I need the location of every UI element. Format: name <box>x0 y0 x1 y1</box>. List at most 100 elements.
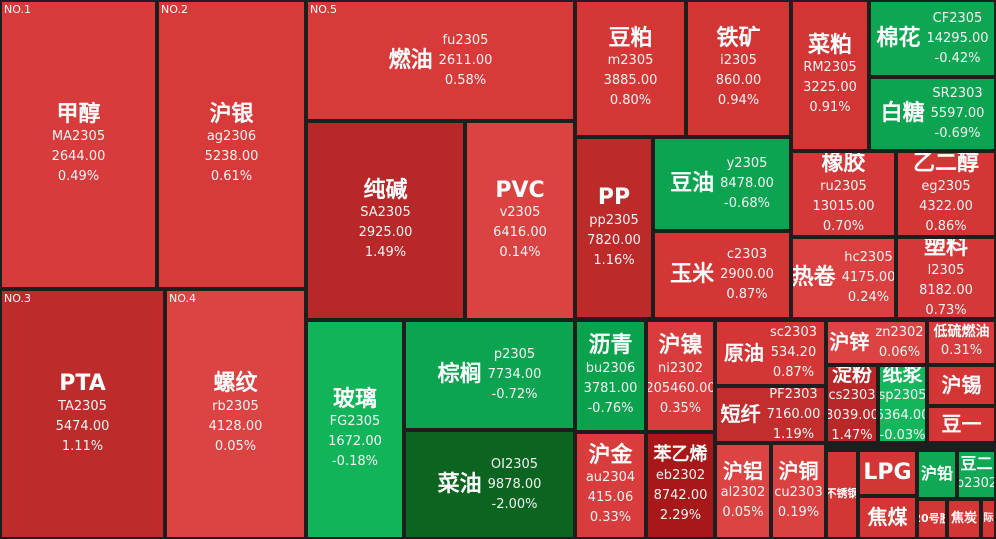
name: 甲醇 <box>56 101 101 127</box>
code: ni2302 <box>658 360 703 376</box>
change: 0.91% <box>809 100 851 116</box>
details: OI2305 9878.00 -2.00% <box>488 455 542 515</box>
code: c2303 <box>726 247 768 262</box>
name: 玉米 <box>670 262 715 288</box>
code: ru2305 <box>820 178 867 194</box>
tile: 白糖 SR2303 5597.00 -0.69% <box>871 79 994 149</box>
change: 0.31% <box>940 342 983 358</box>
name: 沪锌 <box>829 330 870 354</box>
price: 3885.00 <box>603 73 658 89</box>
details: ag2306 5238.00 0.61% <box>205 127 259 187</box>
code: pp2305 <box>589 212 639 228</box>
details: ni2302 205460.00 0.35% <box>648 359 713 419</box>
tile: 低硫燃油 0.31% <box>929 322 994 363</box>
price: 205460.00 <box>648 380 713 396</box>
code: eb2302 <box>655 467 706 483</box>
name: PTA <box>59 371 106 397</box>
code: v2305 <box>499 205 541 221</box>
rank-label: NO.4 <box>169 292 196 305</box>
change: 0.24% <box>847 290 890 305</box>
change: 1.16% <box>593 252 635 268</box>
price: 6364.00 <box>880 407 925 423</box>
price: 14295.00 <box>926 30 989 46</box>
name: 橡胶 <box>821 153 866 177</box>
tile: 淀粉 cs2303 3039.00 1.47% <box>828 367 876 441</box>
change: 1.49% <box>364 245 407 261</box>
rank-label: NO.1 <box>4 3 31 16</box>
code: TA2305 <box>58 398 107 414</box>
details: SR2303 5597.00 -0.69% <box>931 84 985 144</box>
details: l2305 8182.00 0.73% <box>919 261 973 317</box>
change: 0.87% <box>726 287 768 302</box>
code: bu2306 <box>585 360 636 376</box>
code: MA2305 <box>51 129 106 145</box>
name: 沪镍 <box>658 333 703 359</box>
tile: 沪铜 cu2303 0.19% <box>773 445 824 537</box>
tile: 沪锌 zn2302 0.06% <box>828 322 925 363</box>
change: 0.05% <box>214 438 257 454</box>
name: 原油 <box>723 340 764 365</box>
change: -0.72% <box>491 387 538 402</box>
tile: 塑料 l2305 8182.00 0.73% <box>898 239 994 317</box>
change: 1.47% <box>831 427 873 442</box>
tile: 沪铝 al2302 0.05% <box>717 445 769 537</box>
details: zn2302 0.06% <box>875 323 923 363</box>
details: hc2305 4175.00 0.24% <box>842 248 894 308</box>
details: y2305 8478.00 -0.68% <box>720 154 774 214</box>
price: 7160.00 <box>766 406 821 422</box>
price: 415.06 <box>587 490 634 506</box>
tile: 沪镍 ni2302 205460.00 0.35% <box>648 322 713 430</box>
name: 淀粉 <box>832 367 872 386</box>
tile: 焦煤 <box>860 498 915 537</box>
code: i2305 <box>720 53 757 69</box>
name: 沪锡 <box>941 373 982 397</box>
price: 3039.00 <box>828 407 876 423</box>
tile: 沪金 au2304 415.06 0.33% <box>577 434 644 537</box>
price: 3781.00 <box>583 380 638 396</box>
price: 3225.00 <box>803 80 857 96</box>
price: 2900.00 <box>720 267 774 282</box>
tile: 豆粕 m2305 3885.00 0.80% <box>577 2 684 135</box>
tile: 际 <box>983 501 994 537</box>
details: i2305 860.00 0.94% <box>716 51 762 111</box>
tile: 菜粕 RM2305 3225.00 0.91% <box>793 2 867 149</box>
details: RM2305 3225.00 0.91% <box>803 58 857 118</box>
name: 短纤 <box>720 402 761 426</box>
name: 际 <box>983 513 994 525</box>
details: sc2303 534.20 0.87% <box>770 323 817 383</box>
details: eg2305 4322.00 0.86% <box>919 177 973 235</box>
code: y2305 <box>726 156 768 171</box>
details: c2303 2900.00 0.87% <box>720 245 774 305</box>
tile: 焦炭 <box>949 501 979 537</box>
code: FG2305 <box>329 414 381 430</box>
rank-label: NO.5 <box>310 3 337 16</box>
code: p2305 <box>493 347 536 362</box>
name: 棕榈 <box>437 362 482 388</box>
details: 0.31% <box>941 341 982 361</box>
tile: 沪铅 <box>919 452 955 497</box>
details: b2302 <box>959 474 994 494</box>
code: eg2305 <box>921 178 971 194</box>
name: 焦炭 <box>950 510 977 526</box>
change: 0.14% <box>499 245 541 261</box>
price: 7820.00 <box>587 232 641 248</box>
name: 苯乙烯 <box>653 444 708 466</box>
tile: 棉花 CF2305 14295.00 -0.42% <box>871 2 994 75</box>
price: 2925.00 <box>358 225 413 241</box>
details: pp2305 7820.00 1.16% <box>587 211 641 271</box>
tile: LPG <box>860 452 915 494</box>
tile: 铁矿 i2305 860.00 0.94% <box>688 2 789 135</box>
tile: 20号胶 <box>919 501 945 537</box>
price: 7734.00 <box>487 367 542 382</box>
name: 纸浆 <box>882 367 923 386</box>
tile: 菜油 OI2305 9878.00 -2.00% <box>406 432 573 537</box>
change: 0.80% <box>609 93 652 109</box>
code: PF2303 <box>769 388 818 402</box>
code: SA2305 <box>360 205 411 221</box>
tile: 豆一 <box>929 408 994 441</box>
name: 沪银 <box>209 101 254 127</box>
code: cu2303 <box>774 484 823 500</box>
details: rb2305 4128.00 0.05% <box>209 397 263 457</box>
